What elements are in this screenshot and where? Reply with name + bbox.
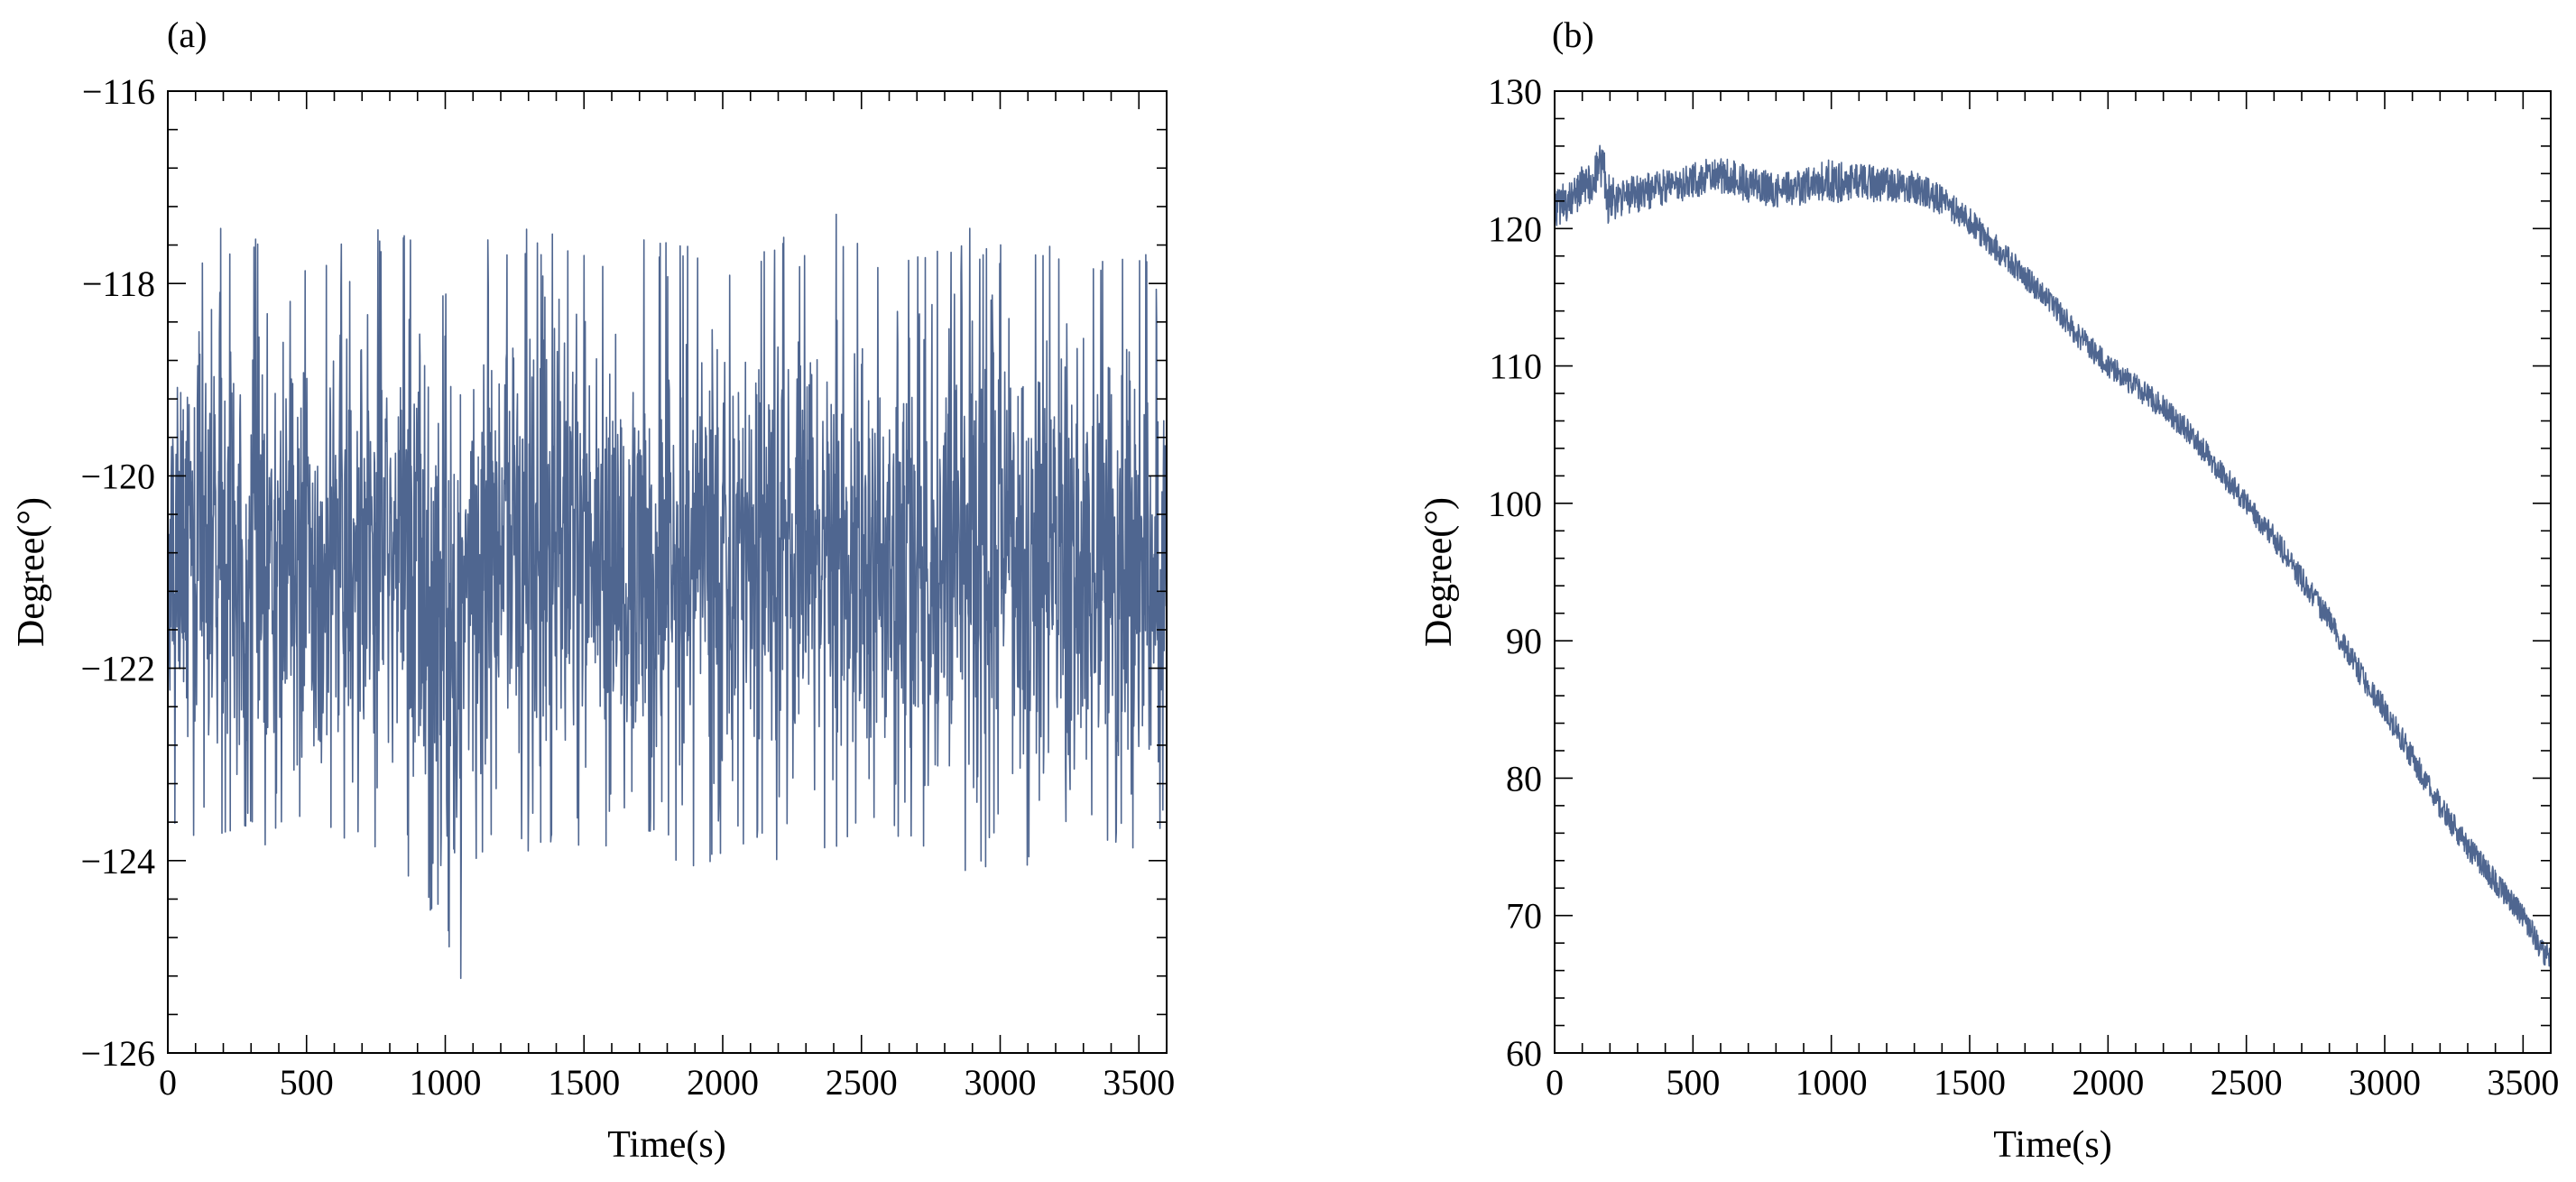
y-tick-label: −118 <box>82 263 155 304</box>
series-line-a-0 <box>167 213 1168 980</box>
x-tick-label: 2500 <box>2211 1062 2283 1103</box>
panel-label-a: (a) <box>167 14 207 55</box>
x-tick-label: 1500 <box>548 1062 620 1103</box>
y-tick-label: 60 <box>1506 1033 1542 1074</box>
x-tick-label: 0 <box>1546 1062 1564 1103</box>
x-tick-label: 2000 <box>2072 1062 2144 1103</box>
y-tick-label: 100 <box>1488 484 1542 524</box>
x-tick-label: 1000 <box>410 1062 482 1103</box>
x-tick-label: 500 <box>1666 1062 1720 1103</box>
x-tick-label: 0 <box>159 1062 177 1103</box>
y-tick-label: 80 <box>1506 758 1542 799</box>
signal-b <box>1554 144 2552 974</box>
ticks-a: 0 500 1000 1500 2000 2500 3000 3500 −126 −124 −122… <box>80 71 1175 1103</box>
y-tick-label: −122 <box>80 649 155 689</box>
y-tick-label: 120 <box>1488 208 1542 249</box>
x-tick-label: 1500 <box>1934 1062 2006 1103</box>
y-tick-label: 130 <box>1488 71 1542 112</box>
y-tick-label: 110 <box>1489 346 1542 387</box>
signal-a <box>167 213 1168 980</box>
x-tick-label: 1000 <box>1796 1062 1868 1103</box>
y-axis-label-b: Degree(°) <box>1418 497 1460 647</box>
y-axis-label-a: Degree(°) <box>11 497 52 647</box>
y-tick-label: −126 <box>80 1033 155 1074</box>
y-tick-label: 90 <box>1506 621 1542 661</box>
ticks-b: 0 500 1000 1500 2000 2500 3000 3500 60 70 80 90 100 1… <box>1488 71 2559 1103</box>
y-tick-label: −124 <box>80 841 155 882</box>
panel-label-b: (b) <box>1552 14 1594 55</box>
x-tick-label: 3500 <box>1103 1062 1175 1103</box>
series-line-b-0 <box>1554 144 2552 974</box>
y-tick-label: −116 <box>82 71 155 112</box>
x-tick-label: 3500 <box>2487 1062 2559 1103</box>
x-tick-label: 2500 <box>826 1062 898 1103</box>
x-axis-label-a: Time(s) <box>607 1124 725 1166</box>
x-tick-label: 2000 <box>687 1062 759 1103</box>
panel-b: (b) 0 500 1000 1500 2000 2500 3000 3500 60 70 80 90… <box>1418 14 2559 1166</box>
x-axis-label-b: Time(s) <box>1993 1124 2111 1166</box>
plot-frame-b <box>1554 90 2552 1054</box>
panel-a: (a) 0 500 1000 1500 2000 2500 3000 3500 −126 −124… <box>11 14 1175 1166</box>
x-tick-label: 500 <box>280 1062 334 1103</box>
x-tick-label: 3000 <box>2349 1062 2421 1103</box>
x-tick-label: 3000 <box>965 1062 1037 1103</box>
y-tick-label: −120 <box>80 456 155 496</box>
y-tick-label: 70 <box>1506 896 1542 937</box>
